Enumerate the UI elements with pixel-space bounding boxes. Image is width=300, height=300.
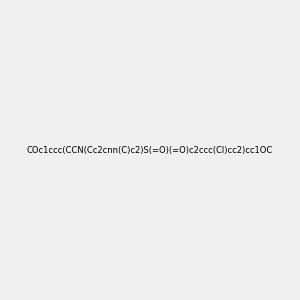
Text: COc1ccc(CCN(Cc2cnn(C)c2)S(=O)(=O)c2ccc(Cl)cc2)cc1OC: COc1ccc(CCN(Cc2cnn(C)c2)S(=O)(=O)c2ccc(C… <box>27 146 273 154</box>
